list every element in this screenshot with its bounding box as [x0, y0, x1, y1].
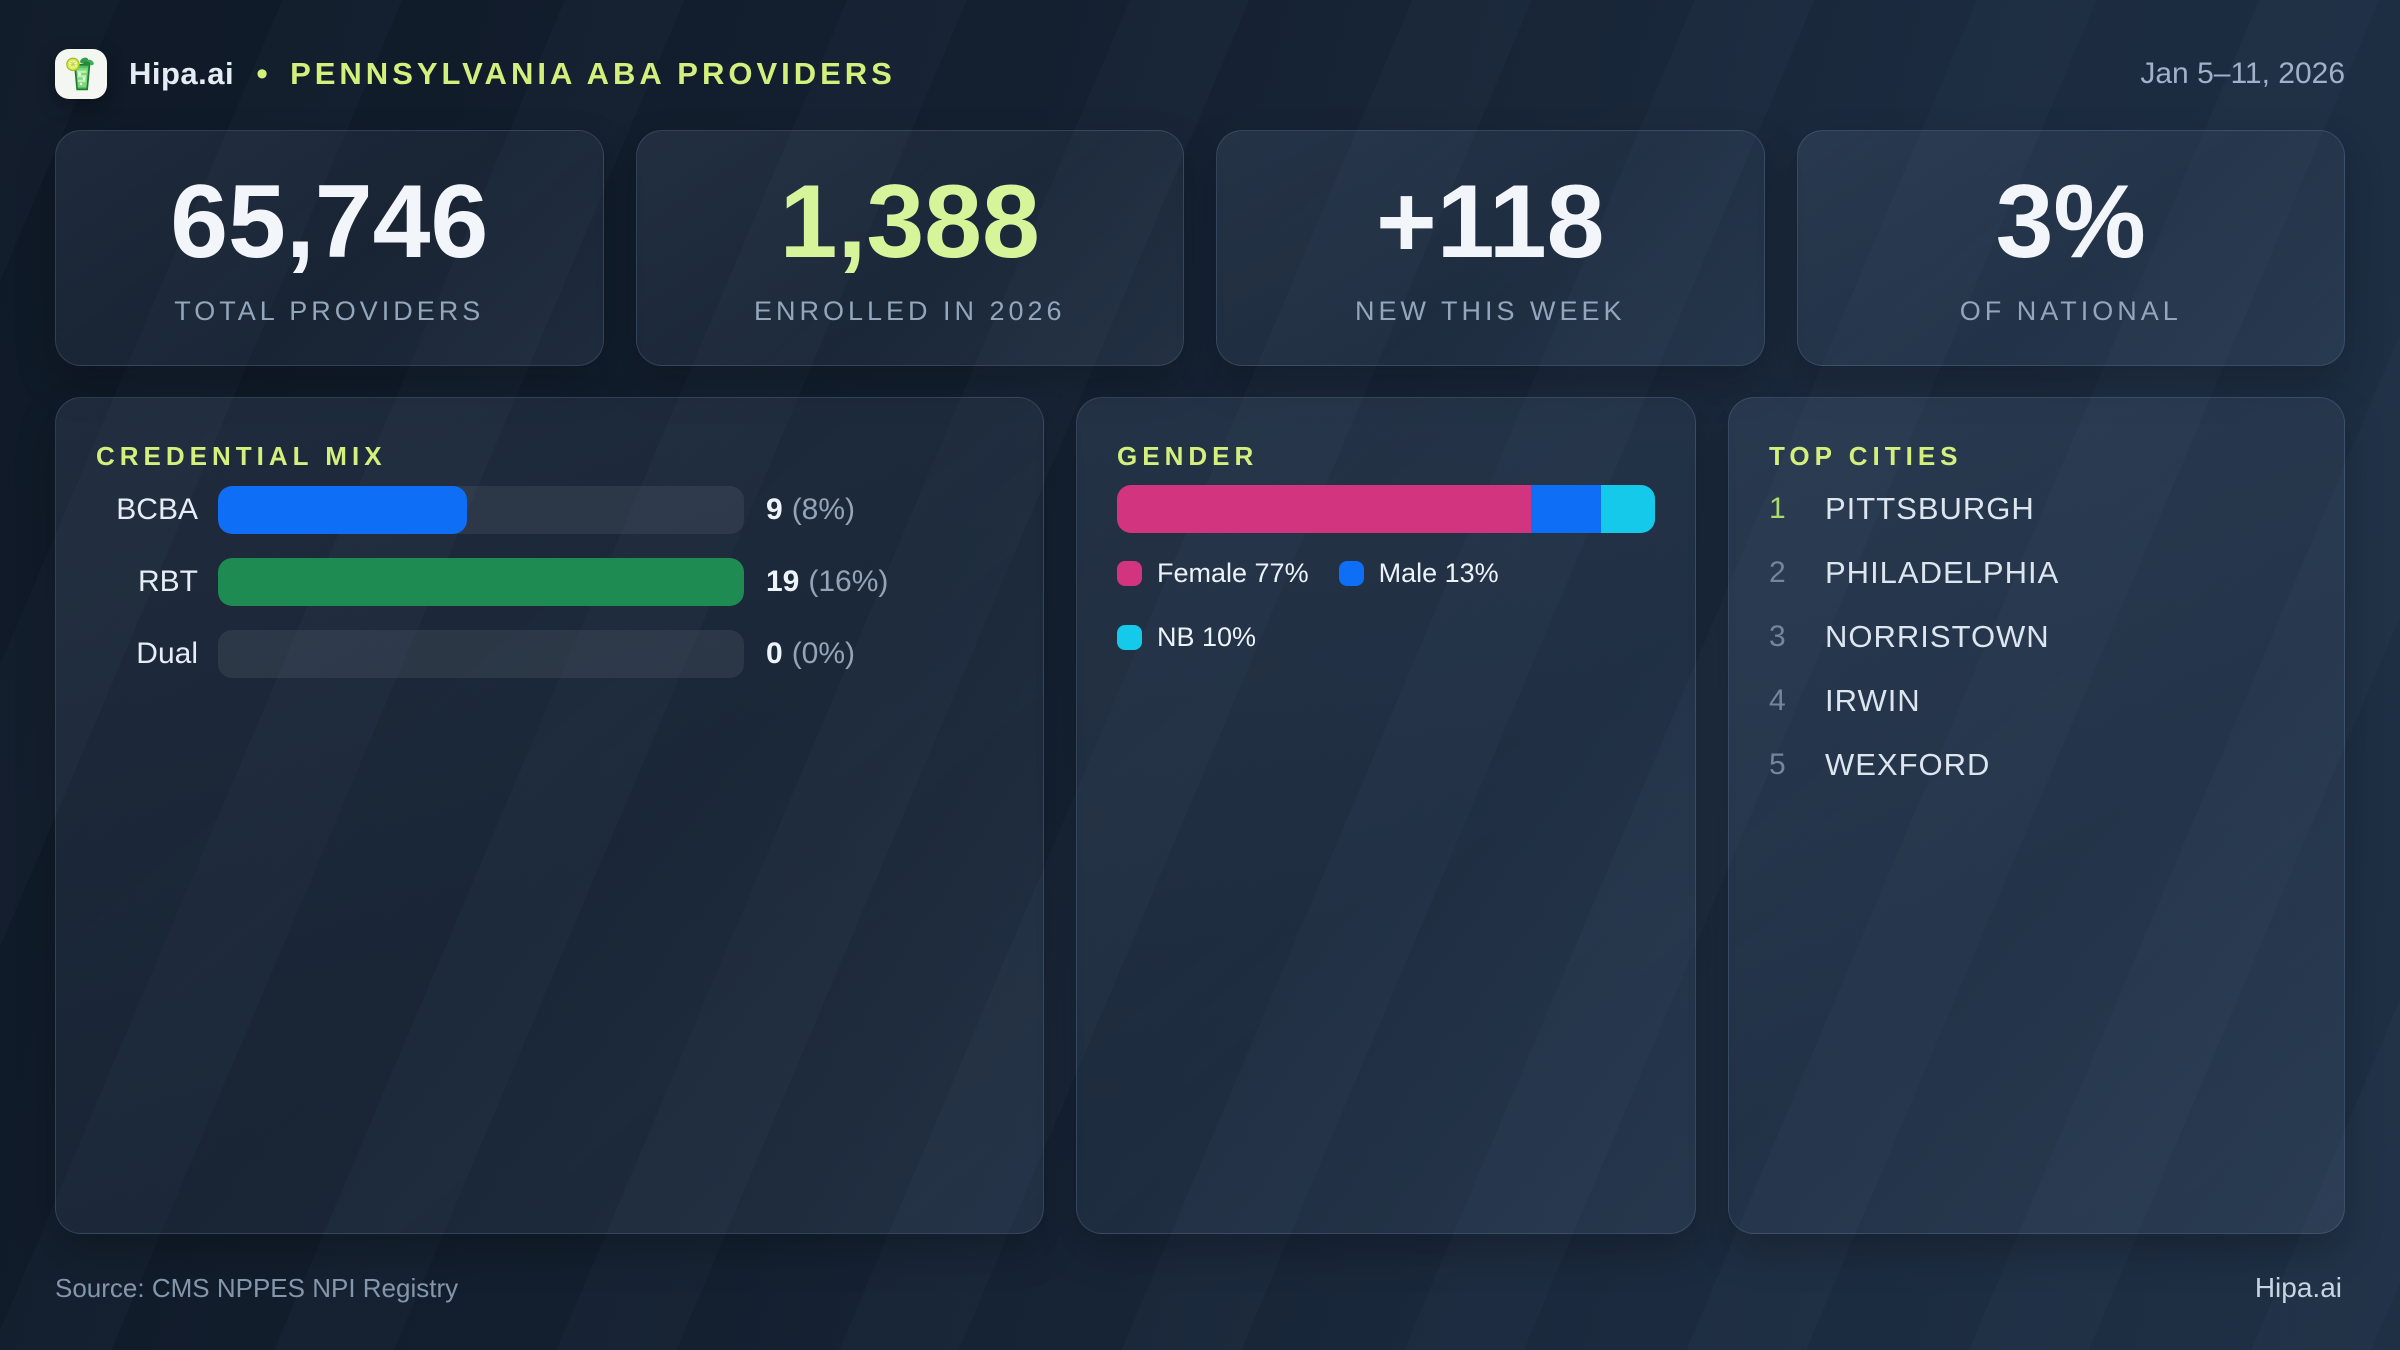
- gender-segment-female: [1117, 485, 1532, 533]
- credential-pct: (16%): [808, 565, 889, 598]
- footer: Source: CMS NPPES NPI Registry Hipa.ai: [55, 1272, 2342, 1304]
- city-name: IRWIN: [1825, 683, 1921, 718]
- data-source: Source: CMS NPPES NPI Registry: [55, 1273, 459, 1303]
- city-row: 1 PITTSBURGH: [1769, 477, 2304, 541]
- bar-fill-rbt: [218, 558, 744, 606]
- mojito-drink-icon: [61, 54, 101, 94]
- legend-swatch-nb: [1117, 624, 1142, 650]
- credential-value: 9 (8%): [766, 493, 855, 527]
- panel-title: GENDER: [1117, 441, 1259, 471]
- legend-item-male: Male 13%: [1338, 557, 1499, 589]
- gender-segment-nb: [1601, 485, 1655, 533]
- city-name: PITTSBURGH: [1825, 491, 2035, 526]
- bar-fill-bcba: [218, 486, 468, 534]
- city-name: WEXFORD: [1825, 747, 1991, 782]
- header: Hipa.ai • PENNSYLVANIA ABA PROVIDERS Jan…: [55, 0, 2345, 100]
- stat-value: 3%: [1995, 163, 2146, 280]
- gender-segment-male: [1531, 485, 1602, 533]
- credential-bars: BCBA 9 (8%) RBT 19 (16%) Dual: [96, 474, 1003, 690]
- city-rank: 1: [1769, 492, 1786, 525]
- credential-label: RBT: [138, 565, 198, 598]
- stat-card-total-providers: 65,746 TOTAL PROVIDERS: [55, 130, 604, 366]
- stat-label: TOTAL PROVIDERS: [174, 295, 485, 326]
- city-name: PHILADELPHIA: [1825, 555, 2060, 590]
- brand-name: Hipa.ai: [129, 56, 235, 91]
- city-rank: 3: [1769, 620, 1786, 653]
- city-rank: 2: [1769, 556, 1786, 589]
- legend-swatch-male: [1338, 560, 1364, 586]
- credential-label: Dual: [136, 637, 198, 670]
- stat-cards-row: 65,746 TOTAL PROVIDERS 1,388 ENROLLED IN…: [55, 130, 2345, 366]
- top-cities-list: 1 PITTSBURGH 2 PHILADELPHIA 3 NORRISTOWN…: [1769, 477, 2304, 797]
- city-row: 3 NORRISTOWN: [1769, 605, 2304, 669]
- top-cities-panel: TOP CITIES 1 PITTSBURGH 2 PHILADELPHIA 3…: [1728, 397, 2345, 1234]
- credential-value: 19 (16%): [766, 565, 888, 599]
- credential-pct: (8%): [791, 493, 856, 526]
- stat-label: OF NATIONAL: [1959, 295, 2182, 326]
- credential-pct: (0%): [791, 637, 856, 670]
- panel-title: TOP CITIES: [1769, 441, 1963, 471]
- credential-row-dual: Dual 0 (0%): [96, 618, 1003, 690]
- app-logo: [55, 49, 107, 99]
- city-row: 5 WEXFORD: [1769, 733, 2304, 797]
- stat-value: +118: [1375, 163, 1605, 280]
- stat-label: ENROLLED IN 2026: [753, 295, 1066, 326]
- legend-swatch-female: [1117, 560, 1142, 586]
- panels-row: CREDENTIAL MIX BCBA 9 (8%) RBT 19 (16%): [55, 397, 2345, 1234]
- city-name: NORRISTOWN: [1825, 619, 2050, 654]
- legend-label: Male 13%: [1378, 557, 1499, 588]
- stat-value: 65,746: [170, 163, 489, 280]
- legend-row: Female 77% Male 13%: [1117, 541, 1655, 605]
- credential-value: 0 (0%): [766, 637, 855, 671]
- gender-stacked-bar: [1117, 485, 1655, 533]
- city-rank: 5: [1769, 748, 1786, 781]
- legend-label: NB 10%: [1157, 621, 1257, 652]
- legend-label: Female 77%: [1157, 557, 1309, 588]
- stat-card-new-this-week: +118 NEW THIS WEEK: [1216, 130, 1765, 366]
- legend-item-female: Female 77%: [1117, 558, 1309, 589]
- bar-track: [218, 630, 744, 678]
- city-row: 4 IRWIN: [1769, 669, 2304, 733]
- credential-mix-panel: CREDENTIAL MIX BCBA 9 (8%) RBT 19 (16%): [55, 397, 1044, 1234]
- stat-card-of-national: 3% OF NATIONAL: [1796, 130, 2345, 366]
- legend-item-nb: NB 10%: [1117, 622, 1256, 653]
- stat-label: NEW THIS WEEK: [1354, 295, 1626, 326]
- footer-brand: Hipa.ai: [2254, 1272, 2342, 1303]
- separator-dot: •: [256, 55, 269, 93]
- legend-row: NB 10%: [1117, 605, 1655, 669]
- credential-count: 19: [766, 565, 800, 598]
- stat-value: 1,388: [779, 163, 1040, 280]
- bar-track: [218, 486, 744, 534]
- credential-label: BCBA: [116, 493, 198, 526]
- gender-panel: GENDER Female 77% Male 13%: [1076, 397, 1696, 1234]
- date-range: Jan 5–11, 2026: [2140, 57, 2345, 90]
- bar-track: [218, 558, 744, 606]
- page-title: PENNSYLVANIA ABA PROVIDERS: [290, 56, 896, 91]
- city-row: 2 PHILADELPHIA: [1769, 541, 2304, 605]
- panel-title: CREDENTIAL MIX: [96, 441, 387, 471]
- stat-card-enrolled: 1,388 ENROLLED IN 2026: [635, 130, 1184, 366]
- credential-row-bcba: BCBA 9 (8%): [96, 474, 1003, 546]
- credential-count: 0: [766, 637, 783, 670]
- credential-count: 9: [766, 493, 783, 526]
- credential-row-rbt: RBT 19 (16%): [96, 546, 1003, 618]
- gender-legend: Female 77% Male 13% NB 10%: [1117, 541, 1655, 669]
- city-rank: 4: [1769, 684, 1786, 717]
